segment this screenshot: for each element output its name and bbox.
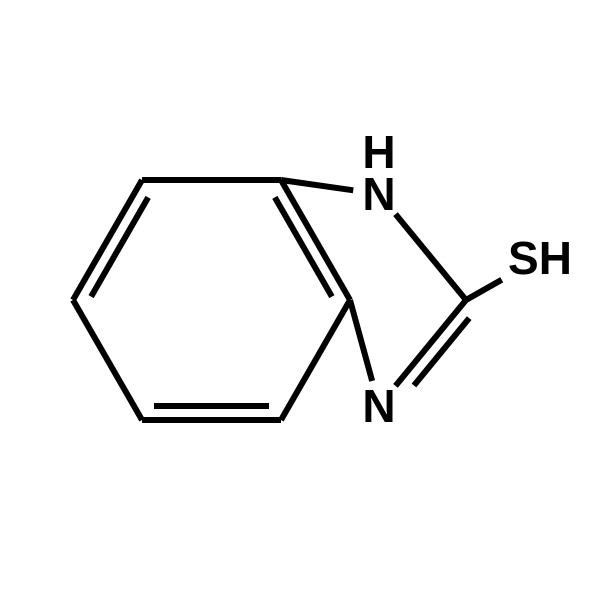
bond — [73, 180, 142, 300]
bond — [281, 180, 350, 300]
molecule-diagram: NHNSH — [0, 0, 600, 600]
bond — [73, 300, 142, 420]
bond — [350, 300, 372, 381]
atom-label-n2: N — [362, 380, 395, 432]
bond — [281, 180, 353, 190]
bond — [281, 300, 350, 420]
bond — [466, 280, 502, 300]
atom-label-sh: SH — [508, 232, 572, 284]
bond — [91, 197, 148, 296]
atom-label-n1-h: H — [362, 126, 395, 178]
bond — [395, 300, 466, 386]
bond — [395, 214, 466, 300]
bond — [275, 197, 332, 296]
